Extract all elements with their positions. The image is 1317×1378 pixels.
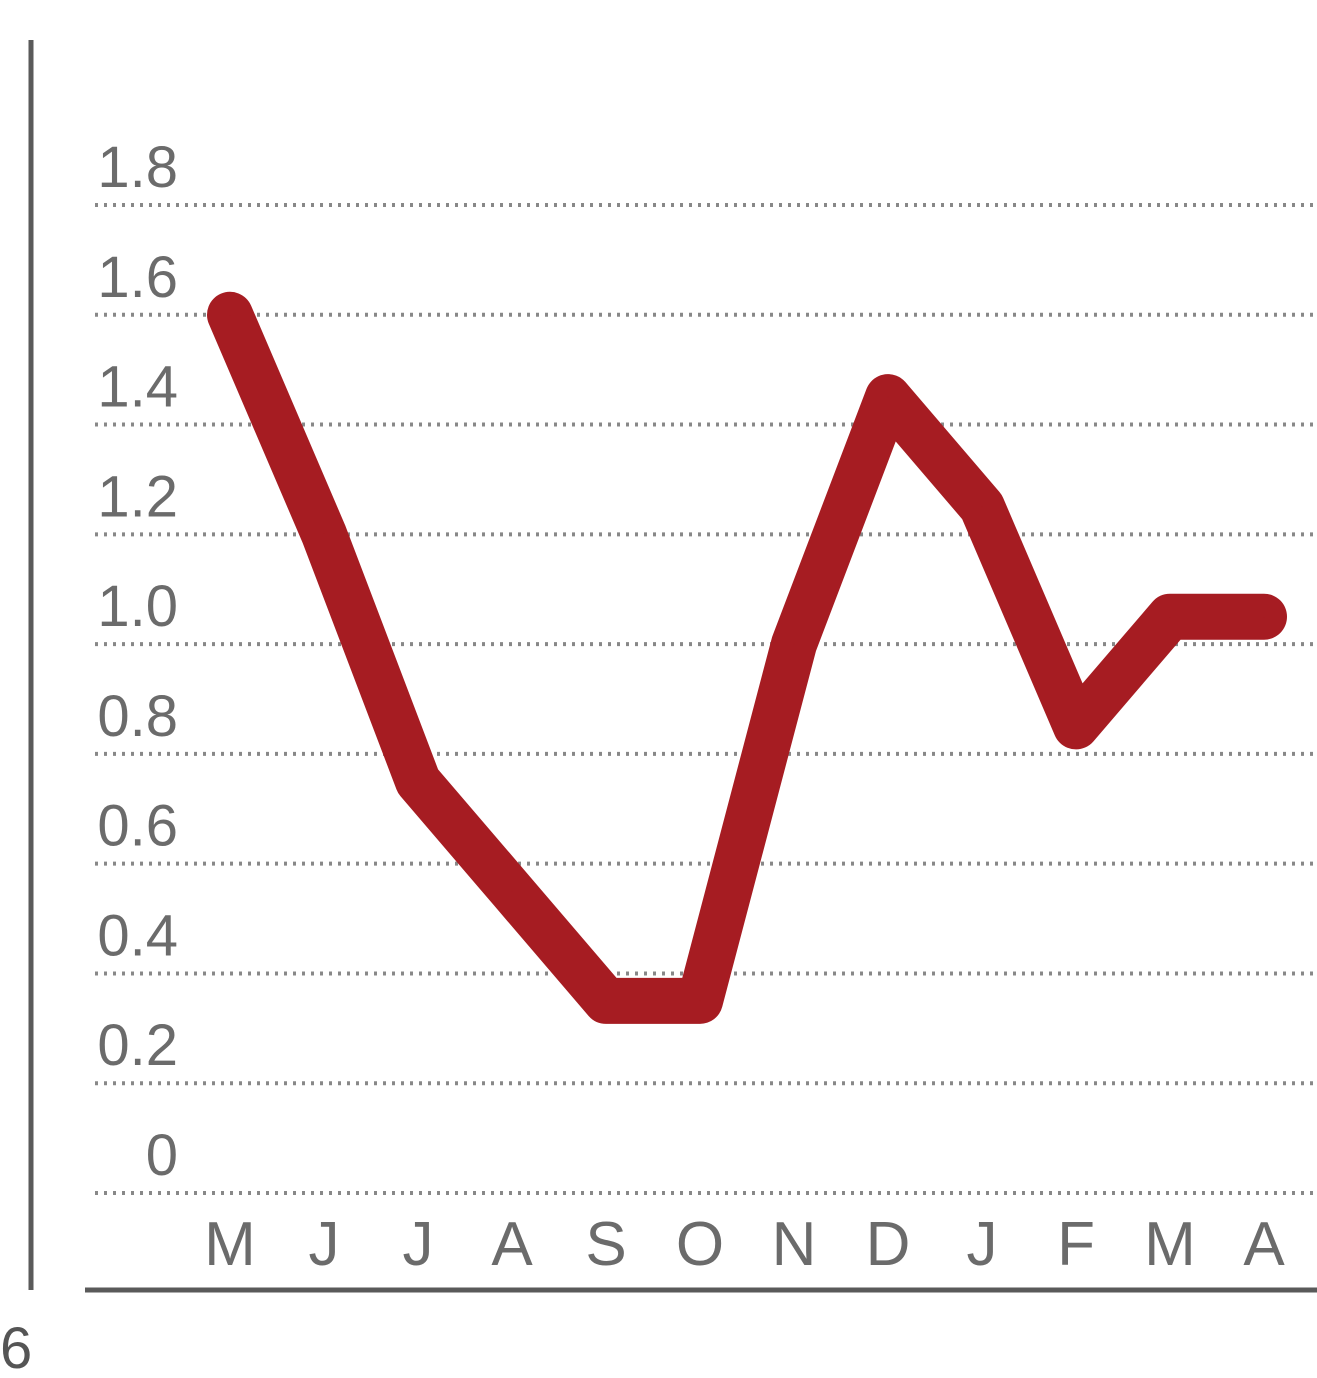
y-tick-label: 0.4 bbox=[97, 903, 178, 968]
y-tick-label: 0.6 bbox=[97, 794, 178, 859]
data-point bbox=[605, 999, 607, 1002]
x-tick-label: O bbox=[676, 1210, 724, 1279]
data-point bbox=[793, 643, 795, 646]
x-tick-label: F bbox=[1057, 1210, 1095, 1279]
data-point bbox=[887, 396, 889, 399]
x-tick-label: A bbox=[1243, 1210, 1285, 1279]
series-line bbox=[207, 291, 1287, 1024]
x-tick-label: N bbox=[772, 1210, 817, 1279]
x-tick-label: D bbox=[866, 1210, 911, 1279]
data-point bbox=[229, 313, 231, 316]
data-point bbox=[511, 890, 513, 893]
x-tick-label: A bbox=[491, 1210, 533, 1279]
x-tick-label: M bbox=[1144, 1210, 1196, 1279]
y-tick-labels: 0 0.2 0.4 0.6 0.8 1.0 1.2 1.4 1.6 1.8 bbox=[97, 135, 178, 1188]
y-tick-label: 1.6 bbox=[97, 245, 178, 310]
data-point bbox=[1169, 615, 1171, 618]
gridlines bbox=[95, 203, 1317, 1195]
x-tick-label: M bbox=[204, 1210, 256, 1279]
data-point bbox=[323, 533, 325, 536]
x-tick-label: J bbox=[309, 1210, 340, 1279]
x-tick-label: J bbox=[403, 1210, 434, 1279]
y-tick-label: 0.8 bbox=[97, 684, 178, 749]
x-tick-label: J bbox=[967, 1210, 998, 1279]
data-point bbox=[1075, 725, 1077, 728]
y-tick-label: 1.2 bbox=[97, 464, 178, 529]
data-point bbox=[981, 505, 983, 508]
data-point bbox=[417, 780, 419, 783]
y-tick-label: 1.0 bbox=[97, 574, 178, 639]
left-panel-tick-label: 6 bbox=[0, 1316, 32, 1378]
y-tick-label: 0 bbox=[146, 1123, 178, 1188]
y-tick-label: 1.8 bbox=[97, 135, 178, 200]
series-layer bbox=[207, 291, 1287, 1024]
data-point bbox=[699, 999, 701, 1002]
y-tick-label: 1.4 bbox=[97, 355, 178, 420]
data-point bbox=[1263, 615, 1265, 618]
x-tick-label: S bbox=[585, 1210, 626, 1279]
y-tick-label: 0.2 bbox=[97, 1013, 178, 1078]
